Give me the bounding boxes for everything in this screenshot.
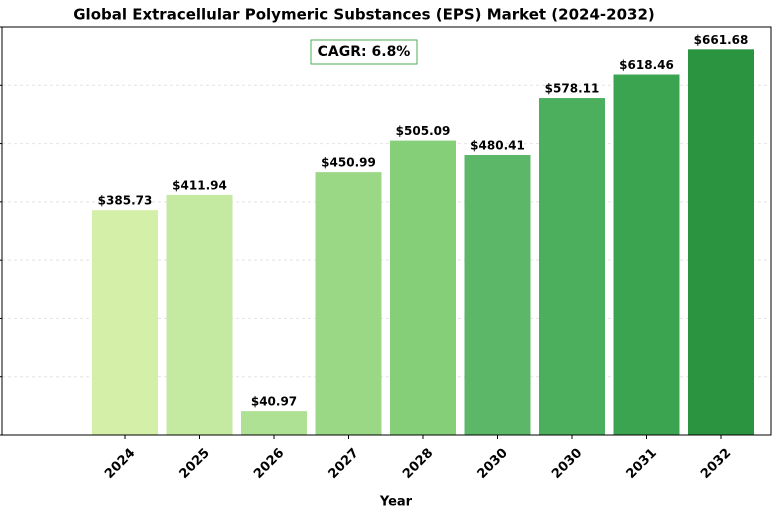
chart-title: Global Extracellular Polymeric Substance… [73, 6, 655, 24]
value-label: $40.97 [251, 395, 297, 409]
value-label: $480.41 [470, 138, 525, 152]
x-tick-label: 2024 [102, 446, 138, 482]
annotation: CAGR: 6.8% [318, 44, 411, 60]
x-tick-label: 2030 [475, 446, 511, 482]
x-tick-label: 2026 [251, 446, 287, 482]
value-label: $578.11 [545, 82, 600, 96]
x-tick-label: 2025 [177, 446, 213, 482]
bar [539, 98, 605, 435]
x-tick-label: 2028 [400, 446, 436, 482]
value-label: $505.09 [396, 124, 451, 138]
bar [613, 74, 680, 435]
value-label: $385.73 [98, 194, 153, 208]
bar [166, 194, 233, 435]
value-label: $618.46 [619, 58, 674, 72]
bar [390, 140, 456, 436]
bar [464, 154, 531, 435]
annotation-box [310, 39, 418, 65]
x-tick-label: 2031 [624, 446, 660, 482]
bar [92, 210, 158, 435]
x-axis-label: Year [379, 495, 413, 510]
value-label: $411.94 [172, 178, 227, 192]
x-tick-label: 2027 [326, 446, 362, 482]
value-label: $450.99 [321, 156, 376, 170]
bar [241, 411, 307, 435]
bar [688, 49, 754, 436]
bar [315, 172, 382, 435]
value-label: $661.68 [694, 33, 749, 47]
plot-frame [1, 26, 772, 436]
x-tick-label: 2030 [549, 446, 585, 482]
x-tick-label: 2032 [698, 446, 734, 482]
